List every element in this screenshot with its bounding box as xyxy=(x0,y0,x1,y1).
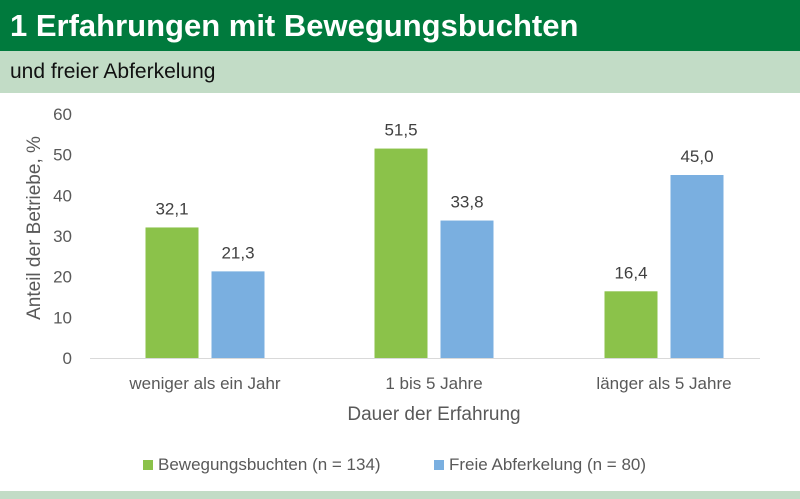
legend-label: Freie Abferkelung (n = 80) xyxy=(449,455,646,474)
chart-subtitle: und freier Abferkelung xyxy=(0,51,800,93)
x-axis-title: Dauer der Erfahrung xyxy=(347,404,520,425)
legend-swatch xyxy=(143,460,153,470)
bar xyxy=(211,271,265,358)
bar-value-label: 16,4 xyxy=(614,263,647,282)
legend: Bewegungsbuchten (n = 134) Freie Abferkel… xyxy=(143,455,646,474)
bar xyxy=(440,220,494,358)
bar xyxy=(145,227,199,358)
bar-value-label: 51,5 xyxy=(384,121,417,140)
bar-value-label: 33,8 xyxy=(450,193,483,212)
bar xyxy=(604,291,658,358)
bar-value-label: 45,0 xyxy=(680,147,713,166)
bars xyxy=(145,148,724,358)
x-tick-label: länger als 5 Jahre xyxy=(596,374,731,393)
y-axis-title: Anteil der Betriebe, % xyxy=(24,136,45,320)
y-tick-label: 0 xyxy=(63,349,72,368)
bar xyxy=(374,148,428,358)
y-tick-label: 10 xyxy=(53,308,72,327)
bar-value-label: 21,3 xyxy=(221,243,254,262)
bar-chart: 0 10 20 30 40 50 60 32,1 21,3 51,5 33,8 16,4 45,0 w… xyxy=(24,105,760,474)
y-tick-label: 60 xyxy=(53,105,72,124)
bar-value-label: 32,1 xyxy=(155,199,188,218)
bottom-strip xyxy=(0,491,800,499)
bar-value-labels: 32,1 21,3 51,5 33,8 16,4 45,0 xyxy=(155,121,713,283)
x-axis-tick-labels: weniger als ein Jahr 1 bis 5 Jahre länger … xyxy=(128,374,731,393)
legend-label: Bewegungsbuchten (n = 134) xyxy=(158,455,381,474)
y-tick-label: 20 xyxy=(53,268,72,287)
x-tick-label: 1 bis 5 Jahre xyxy=(385,374,482,393)
x-tick-label: weniger als ein Jahr xyxy=(128,374,281,393)
y-tick-label: 40 xyxy=(53,186,72,205)
y-tick-label: 50 xyxy=(53,146,72,165)
y-axis-ticks: 0 10 20 30 40 50 60 xyxy=(53,105,72,368)
legend-swatch xyxy=(434,460,444,470)
chart-title: 1 Erfahrungen mit Bewegungsbuchten xyxy=(0,0,800,51)
bar xyxy=(670,175,724,358)
y-tick-label: 30 xyxy=(53,227,72,246)
